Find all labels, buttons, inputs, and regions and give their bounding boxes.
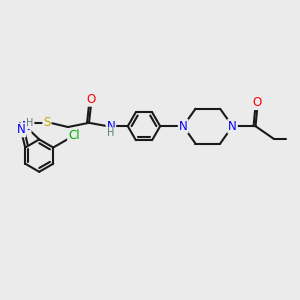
Text: N: N [16, 123, 25, 136]
Text: Cl: Cl [68, 129, 80, 142]
Text: O: O [253, 96, 262, 109]
Text: H: H [107, 128, 115, 138]
Text: N: N [228, 120, 237, 133]
Text: N: N [179, 120, 188, 133]
Text: O: O [87, 93, 96, 106]
Text: N: N [22, 120, 31, 134]
Text: N: N [106, 120, 115, 133]
Text: H: H [26, 118, 34, 128]
Text: S: S [43, 116, 51, 129]
